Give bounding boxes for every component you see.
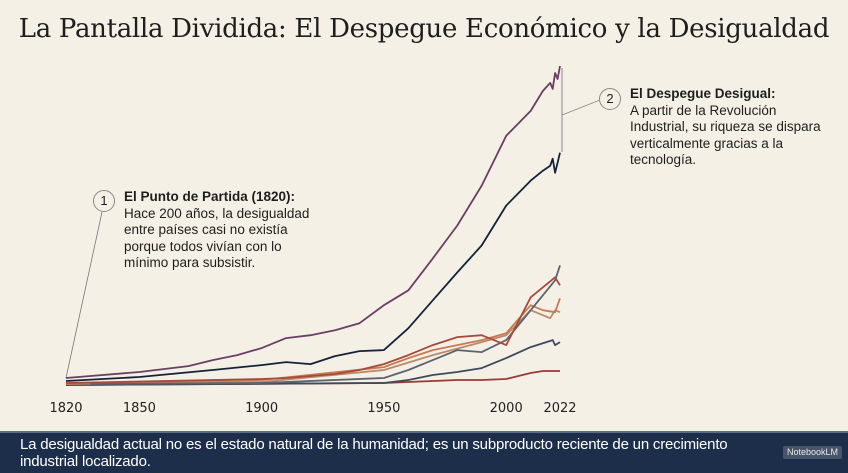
x-tick-label: 1850: [123, 401, 156, 416]
x-tick-label: 2000: [490, 401, 523, 416]
annotation-2: El Despegue Desigual: A partir de la Rev…: [630, 86, 821, 169]
annotation-1-number: 1: [93, 190, 115, 212]
annotation-2-leader: [561, 99, 601, 116]
annotation-1-heading: El Punto de Partida (1820):: [124, 189, 296, 204]
x-tick-label: 1950: [367, 401, 400, 416]
annotation-2-line: tecnología.: [630, 152, 697, 167]
annotation-2-line: Industrial, su riqueza se dispara: [630, 119, 821, 134]
annotation-1-line: entre países casi no existía: [124, 222, 288, 237]
notebooklm-watermark: NotebookLM: [782, 446, 842, 459]
series-line: [65, 276, 561, 384]
annotation-1-line: Hace 200 años, la desigualdad: [124, 205, 310, 221]
annotation-1-line: porque todos vivían con lo: [124, 238, 282, 254]
line-chart: 1820 1850 1900 1950 2000 2022: [49, 65, 601, 416]
series-line: [65, 370, 560, 386]
banner-text: La desigualdad actual no es el estado na…: [20, 436, 728, 470]
annotation-2-heading: El Despegue Desigual:: [630, 86, 776, 101]
x-tick-label: 1820: [49, 401, 82, 416]
annotation-2-line: A partir de la Revolución: [630, 102, 777, 118]
series-line: [65, 309, 561, 385]
annotation-1-leader: [65, 211, 103, 379]
annotation-1: El Punto de Partida (1820): Hace 200 año…: [124, 189, 309, 272]
annotation-2-line: verticalmente gracias a la: [630, 135, 784, 151]
series-line: [90, 265, 561, 385]
x-tick-label: 2022: [543, 401, 576, 416]
conclusion-banner: La desigualdad actual no es el estado na…: [0, 431, 848, 473]
annotation-1-line: mínimo para subsistir.: [124, 255, 256, 270]
slide-title: La Pantalla Dividida: El Despegue Económ…: [18, 14, 830, 44]
x-tick-label: 1900: [245, 401, 278, 416]
annotation-leaders: [65, 68, 601, 379]
annotation-2-number: 2: [599, 88, 621, 110]
series-line: [65, 152, 561, 382]
series-line: [65, 339, 561, 386]
series-line: [65, 65, 561, 379]
